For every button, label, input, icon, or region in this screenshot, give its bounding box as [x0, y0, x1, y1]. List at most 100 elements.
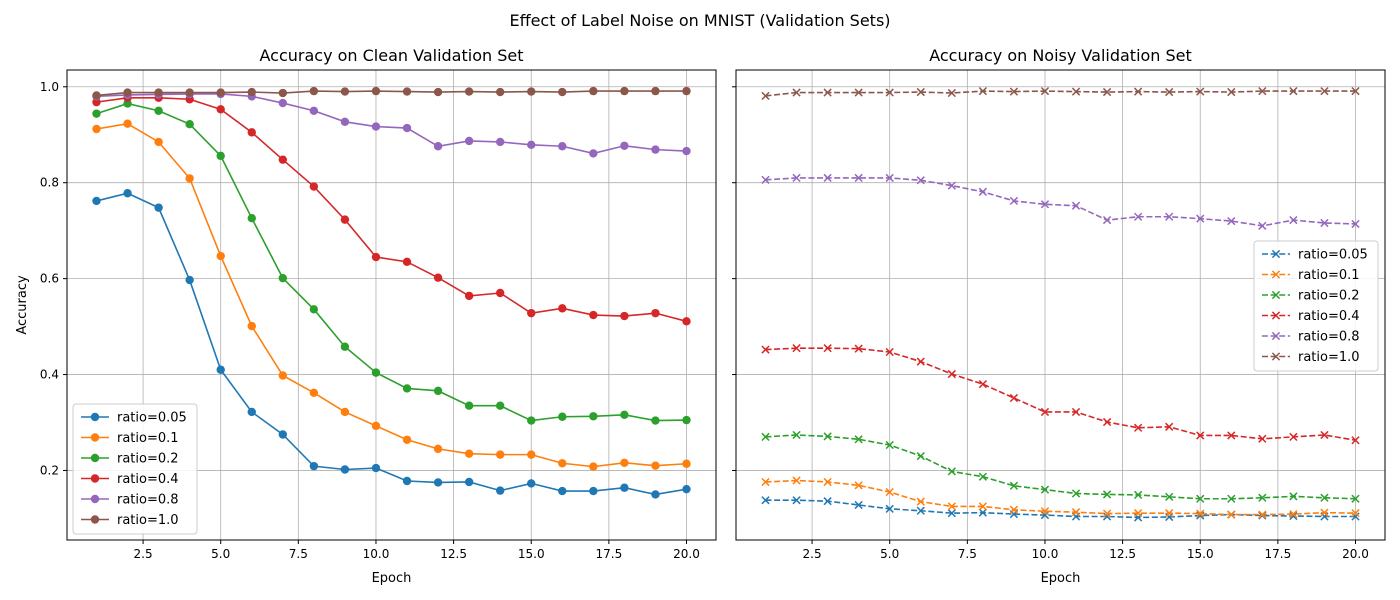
y-tick-label: 0.6	[40, 272, 59, 286]
x-tick-label: 17.5	[1265, 547, 1292, 561]
data-point	[154, 106, 163, 115]
data-point	[1134, 490, 1143, 500]
data-point	[682, 459, 691, 468]
data-point	[433, 444, 443, 454]
data-point	[620, 458, 629, 467]
legend-entry: ratio=0.8	[81, 493, 179, 508]
data-point	[1351, 86, 1360, 96]
data-point	[340, 407, 350, 417]
data-point	[978, 86, 987, 96]
series-line	[96, 97, 687, 323]
data-point	[309, 305, 319, 314]
legend-label: ratio=0.05	[1298, 248, 1368, 263]
data-point	[823, 173, 832, 183]
legend-entry: ratio=0.1	[1262, 268, 1360, 283]
data-point	[885, 173, 894, 183]
data-point	[464, 136, 474, 146]
series-line	[96, 93, 687, 155]
data-point	[885, 347, 894, 357]
data-point	[947, 369, 956, 379]
data-point	[402, 257, 412, 267]
data-point	[978, 472, 987, 481]
data-point	[278, 371, 288, 380]
data-point	[1009, 505, 1019, 514]
data-point	[1227, 510, 1236, 519]
data-point	[247, 407, 256, 417]
data-point	[1227, 216, 1236, 226]
figure-title: Effect of Label Noise on MNIST (Validati…	[509, 11, 890, 30]
data-point	[216, 151, 225, 161]
data-point	[823, 88, 832, 97]
data-point	[216, 251, 225, 261]
legend-marker	[1271, 311, 1281, 320]
data-point	[495, 288, 505, 298]
legend-label: ratio=0.05	[117, 411, 187, 426]
data-point	[651, 461, 660, 470]
data-point	[792, 88, 801, 97]
data-point	[464, 291, 474, 301]
legend-label: ratio=0.8	[1298, 330, 1360, 345]
data-point	[527, 416, 536, 425]
data-point	[154, 203, 163, 212]
data-point	[278, 273, 288, 283]
data-point	[1071, 407, 1081, 417]
y-tick-label: 1.0	[40, 80, 59, 94]
data-point	[589, 149, 598, 158]
data-point	[651, 308, 660, 318]
data-point	[185, 88, 194, 97]
x-tick-label: 12.5	[1109, 547, 1136, 561]
x-tick-label: 2.5	[134, 547, 153, 561]
series-ratio-0-1	[92, 119, 691, 471]
data-point	[123, 88, 132, 97]
data-point	[947, 88, 956, 98]
legend-marker	[90, 433, 100, 442]
data-point	[620, 86, 629, 96]
data-point	[1040, 86, 1050, 96]
data-point	[92, 91, 101, 100]
legend-label: ratio=0.4	[117, 472, 179, 487]
data-point	[309, 182, 319, 191]
data-point	[558, 87, 567, 97]
data-point	[309, 461, 319, 471]
data-point	[92, 109, 101, 118]
data-point	[1258, 434, 1267, 443]
data-point	[464, 401, 474, 410]
series-line	[765, 434, 1356, 500]
legend-marker	[1271, 352, 1281, 361]
data-point	[620, 483, 629, 492]
data-point	[1289, 86, 1298, 96]
series-ratio-1-0	[761, 86, 1360, 101]
data-point	[823, 477, 832, 487]
x-tick-label: 7.5	[289, 547, 308, 561]
data-point	[371, 463, 381, 473]
x-tick-label: 5.0	[880, 547, 899, 561]
data-point	[761, 496, 770, 505]
data-point	[278, 88, 288, 98]
data-point	[792, 476, 801, 485]
series-ratio-0-2	[761, 430, 1360, 503]
data-point	[309, 86, 319, 96]
legend-label: ratio=0.8	[117, 493, 179, 508]
data-point	[92, 97, 101, 107]
legend-marker	[1271, 270, 1281, 279]
data-point	[340, 87, 350, 96]
legend-label: ratio=0.1	[1298, 268, 1360, 283]
data-point	[1258, 86, 1267, 96]
data-point	[402, 87, 412, 96]
y-tick-label: 0.8	[40, 176, 59, 190]
data-point	[885, 440, 894, 450]
data-point	[682, 415, 691, 425]
data-point	[854, 173, 863, 183]
data-point	[651, 490, 660, 499]
data-point	[651, 145, 660, 154]
data-point	[1134, 87, 1143, 96]
data-point	[247, 213, 256, 223]
legend-marker	[90, 453, 100, 463]
data-point	[792, 344, 801, 353]
legend-marker	[1271, 290, 1281, 300]
series-line	[96, 90, 687, 97]
x-axis-label: Epoch	[1041, 571, 1081, 586]
data-point	[1134, 509, 1143, 518]
data-point	[278, 155, 288, 164]
data-point	[823, 344, 832, 353]
